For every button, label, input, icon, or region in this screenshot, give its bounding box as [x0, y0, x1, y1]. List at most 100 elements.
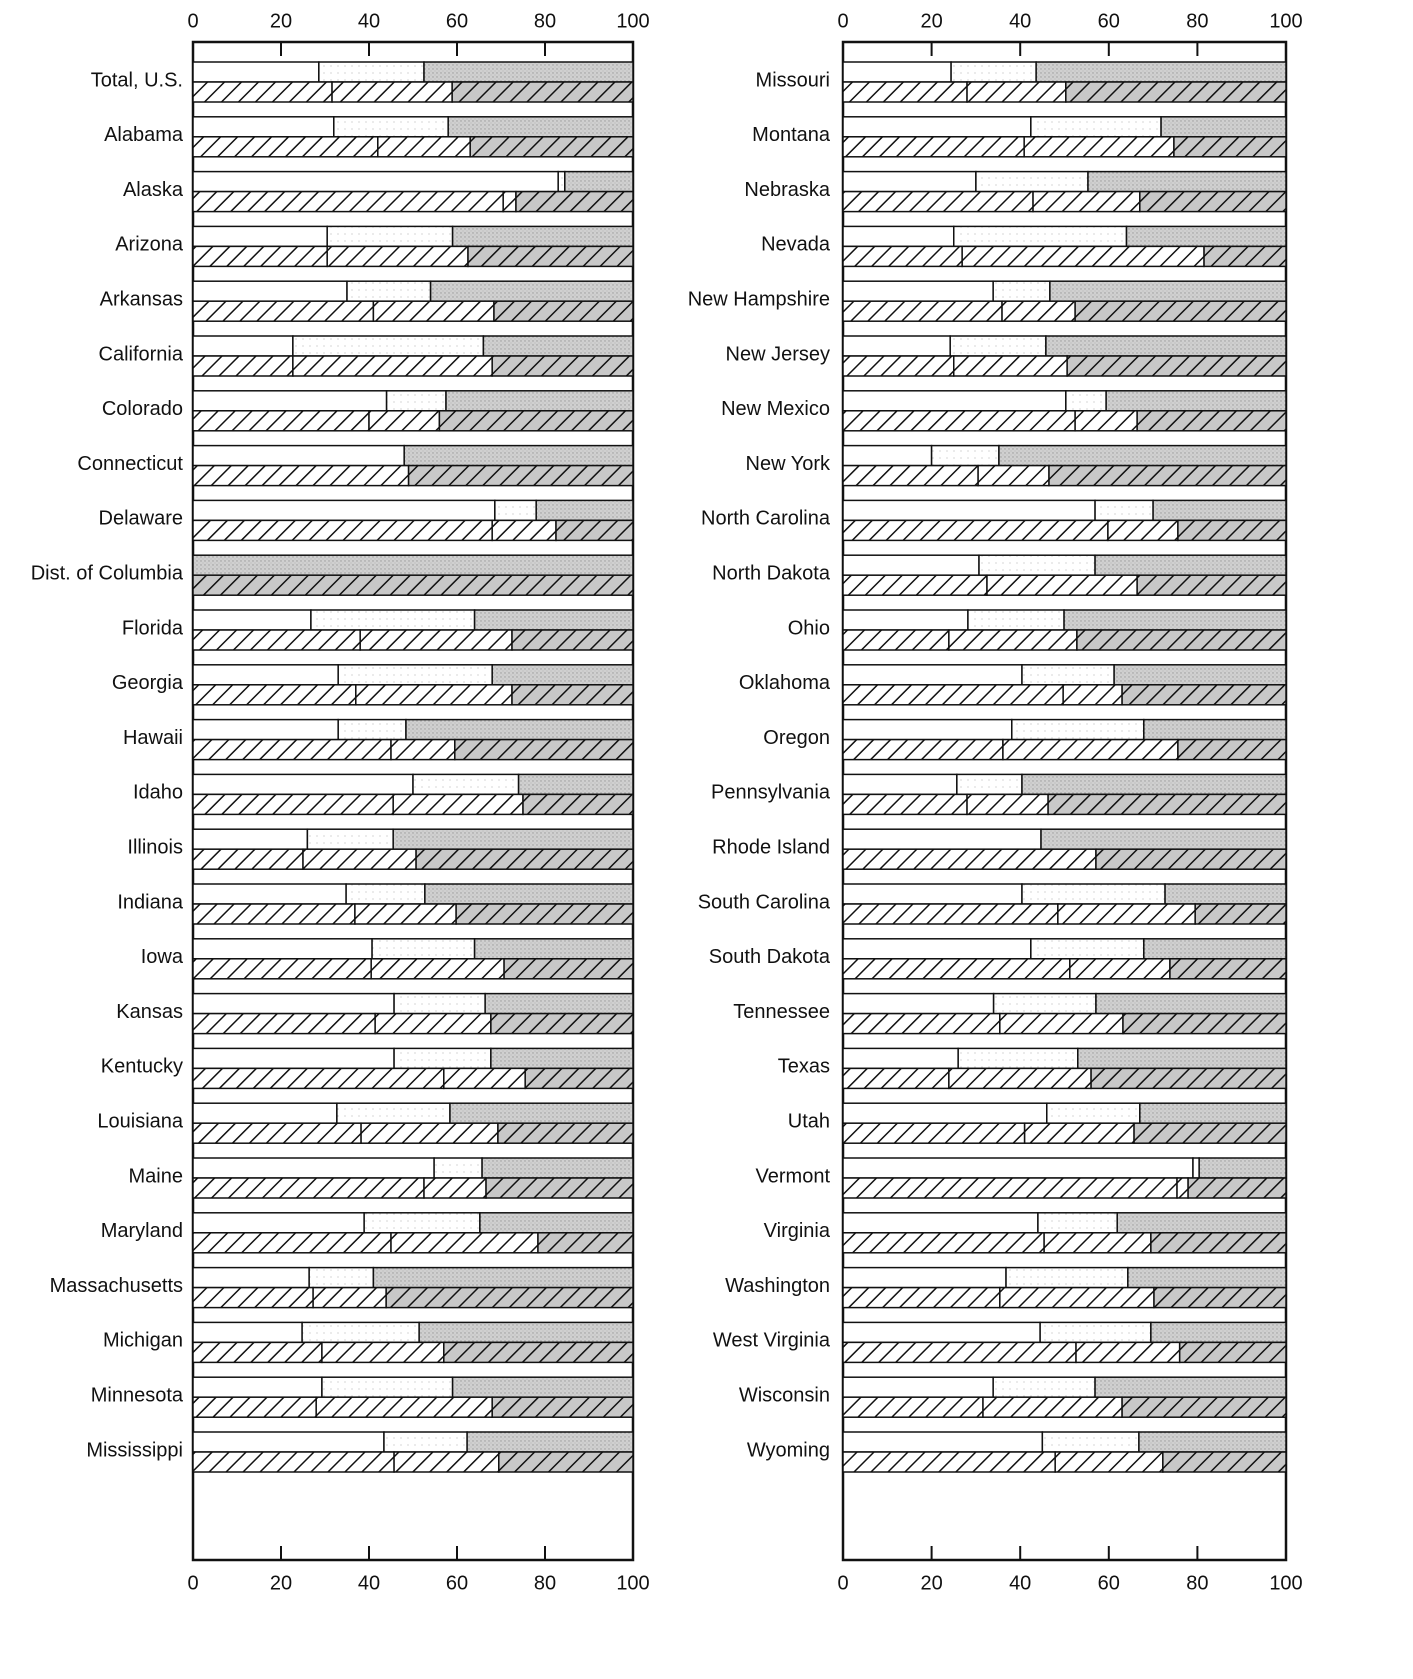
bar-segment [842, 245, 963, 268]
bar-segment [192, 225, 328, 248]
bar-segment [370, 958, 505, 980]
bar-segment [1095, 992, 1287, 1015]
bar-segment [842, 519, 1109, 542]
bar-segment [192, 629, 361, 651]
bar-segment [961, 245, 1205, 268]
bar-segment [385, 1286, 634, 1309]
bar-segment [842, 793, 968, 816]
bar-segment [451, 81, 634, 103]
bar-segment [1162, 1451, 1287, 1473]
bar-segment [986, 574, 1138, 596]
category-label: Nebraska [744, 179, 830, 201]
bar-segment [1077, 1047, 1287, 1070]
bar-segment [192, 1067, 445, 1090]
bar-segment [953, 225, 1128, 248]
category-label: Arkansas [100, 288, 183, 310]
x-tick-label: 80 [534, 10, 556, 32]
x-tick-label: 80 [1186, 10, 1208, 32]
bar-segment [445, 390, 634, 412]
bar-segment [842, 1451, 1056, 1473]
x-tick-label: 20 [920, 10, 942, 32]
bar-segment [842, 629, 950, 651]
category-label: Connecticut [77, 453, 183, 475]
bar-segment [429, 280, 634, 302]
category-label: Rhode Island [712, 836, 830, 858]
bar-segment [473, 609, 634, 631]
x-tick-label: 40 [358, 10, 380, 32]
bar-segment [842, 903, 1059, 925]
bar-segment [403, 444, 634, 467]
bar-segment [842, 300, 1003, 322]
bar-segment [192, 718, 339, 741]
bar-segment [842, 958, 1071, 980]
bar-segment [930, 444, 1000, 467]
category-label: Virginia [764, 1220, 831, 1242]
bar-segment [1001, 300, 1076, 322]
category-label: Dist. of Columbia [31, 562, 184, 584]
bar-segment [192, 1102, 338, 1124]
category-label: California [99, 343, 184, 365]
x-tick-label: 20 [270, 10, 292, 32]
bar-segment [292, 355, 493, 377]
bar-segment [557, 170, 566, 193]
bar-segment [443, 1341, 634, 1364]
bar-segment [1032, 190, 1141, 213]
bar-segment [383, 1431, 468, 1453]
bar-segment [966, 793, 1049, 816]
category-label: Ohio [788, 617, 830, 639]
category-label: Hawaii [123, 727, 183, 749]
bar-segment [842, 848, 1097, 870]
bar-segment [842, 1212, 1039, 1234]
bar-segment [447, 116, 634, 138]
bar-segment [1035, 61, 1287, 83]
bar-segment [1187, 1177, 1287, 1199]
bar-segment [310, 609, 476, 631]
bar-segment [321, 1341, 445, 1364]
category-label: Oregon [763, 727, 830, 749]
bar-segment [192, 1396, 317, 1418]
bar-segment [1094, 1376, 1287, 1398]
bar-segment [948, 1067, 1092, 1090]
bar-segment [1065, 390, 1107, 412]
bar-segment [1116, 1212, 1287, 1234]
bar-segment [405, 718, 634, 741]
bar-segment [192, 444, 405, 467]
bar-segment [503, 958, 634, 980]
bar-segment [192, 116, 335, 138]
category-label: Colorado [102, 398, 183, 420]
bar-segment [1133, 1122, 1287, 1144]
category-label: Minnesota [91, 1384, 184, 1406]
bar-segment [443, 1067, 526, 1090]
bar-segment [1076, 629, 1287, 651]
bar-segment [192, 554, 634, 576]
bar-segment [842, 883, 1023, 905]
bar-segment [956, 773, 1023, 796]
bar-segment [192, 280, 348, 302]
category-label: Washington [725, 1275, 830, 1297]
bar-segment [1023, 136, 1175, 158]
bar-segment [451, 225, 634, 248]
bar-segment [992, 992, 1097, 1015]
category-label: Kentucky [101, 1056, 183, 1078]
bar-segment [999, 1012, 1124, 1035]
bar-segment [192, 1047, 395, 1070]
bar-segment [842, 1431, 1044, 1453]
bar-segment [517, 773, 634, 796]
bar-segment [515, 190, 634, 213]
bar-segment [842, 718, 1013, 741]
bar-segment [473, 938, 634, 960]
bar-segment [479, 1212, 634, 1234]
bar-segment [449, 1102, 634, 1124]
category-label: Missouri [756, 69, 830, 91]
bar-segment [192, 664, 339, 686]
bar-segment [953, 355, 1068, 377]
bar-segment [423, 1177, 487, 1199]
bar-segment [842, 390, 1067, 412]
category-label: Vermont [756, 1165, 831, 1187]
bar-segment [842, 1102, 1048, 1124]
x-tick-label: 0 [187, 1572, 198, 1594]
bar-segment [192, 61, 320, 83]
bar-segment [415, 848, 634, 870]
bar-segment [1040, 828, 1287, 850]
bar-segment [1023, 1122, 1135, 1144]
